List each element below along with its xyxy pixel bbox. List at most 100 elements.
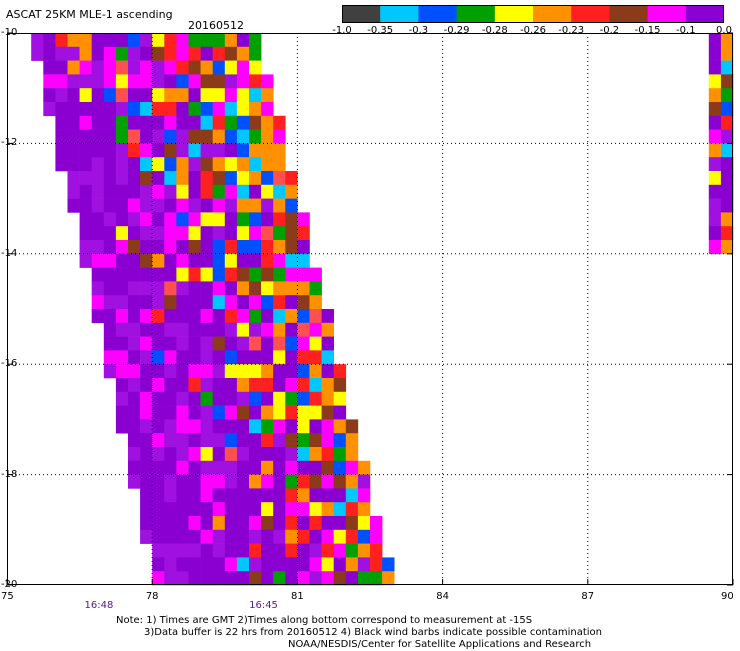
swath-cell [188,447,201,462]
swath-cell [188,33,201,48]
swath-cell [309,543,322,558]
swath-cell [285,322,298,337]
note-line-3: NOAA/NESDIS/Center for Satellite Applica… [288,639,592,650]
swath-cell [164,129,177,144]
swath-cell [188,281,201,296]
swath-cell [140,488,153,503]
swath-cell [261,364,274,379]
swath-cell [297,226,310,241]
swath-cell [152,488,165,503]
swath-cell [79,240,92,255]
swath-cell [345,419,359,434]
swath-cell [140,240,153,255]
swath-cell [164,447,177,462]
swath-cell [140,529,153,544]
colorbar-tick-label: 0.0 [716,25,732,36]
swath-cell [91,88,105,103]
swath-cell [103,129,117,144]
swath-cell [79,102,92,117]
swath-cell [370,529,383,544]
swath-cell [152,447,165,462]
swath-cell [261,226,274,241]
swath-cell [321,488,334,503]
swath-cell [297,267,310,282]
swath-cell [261,212,274,227]
swath-cell [115,88,129,103]
swath-cell [140,157,153,172]
swath-cell [103,74,117,89]
swath-cell [273,474,286,489]
swath-cell [103,102,117,117]
swath-cell [152,184,165,199]
swath-cell [212,46,226,61]
swath-cell [152,212,165,227]
swath-cell [164,322,177,337]
swath-cell [708,74,722,89]
swath-cell [176,184,189,199]
swath-cell [249,350,262,365]
swath-cell [333,391,347,406]
swath-cell [333,378,347,393]
swath-cell [200,129,213,144]
swath-cell [224,419,238,434]
swath-cell [212,240,226,255]
swath-cell [140,212,153,227]
swath-cell [236,33,250,48]
swath-cell [152,350,165,365]
swath-cell [164,240,177,255]
swath-cell [164,364,177,379]
swath-cell [176,212,189,227]
swath-cell [140,447,153,462]
swath-cell [249,171,262,186]
swath-cell [188,350,201,365]
swath-cell [128,240,141,255]
swath-cell [140,460,153,475]
swath-cell [91,240,105,255]
swath-time-label: 16:48 [84,600,114,611]
swath-cell [164,433,177,448]
swath-cell [152,281,165,296]
swath-cell [333,571,347,586]
swath-cell [708,46,722,61]
swath-cell [200,157,213,172]
swath-cell [345,474,359,489]
swath-cell [212,350,226,365]
swath-cell [285,184,298,199]
swath-cell [79,88,92,103]
swath-cell [188,336,201,351]
swath-cell [188,295,201,310]
swath-cell [200,516,213,531]
swath-cell [43,102,56,117]
swath-cell [152,433,165,448]
swath-cell [236,405,250,420]
swath-cell [128,74,141,89]
swath-cell [164,267,177,282]
swath-cell [261,88,274,103]
swath-cell [273,391,286,406]
swath-cell [261,474,274,489]
swath-cell [249,405,262,420]
swath-cell [115,295,129,310]
swath-cell [273,350,286,365]
swath-cell [357,516,371,531]
swath-cell [188,516,201,531]
swath-cell [128,212,141,227]
swath-cell [188,157,201,172]
swath-cell [176,226,189,241]
swath-cell [176,447,189,462]
swath-cell [224,46,238,61]
swath-cell [103,88,117,103]
swath-cell [321,391,334,406]
swath-cell [249,184,262,199]
swath-cell [103,267,117,282]
swath-cell [720,102,734,117]
swath-cell [309,309,322,324]
swath-cell [708,240,722,255]
swath-cell [236,502,250,517]
swath-cell [79,46,92,61]
swath-cell [212,529,226,544]
swath-cell [224,267,238,282]
swath-cell [261,378,274,393]
swath-cell [345,557,359,572]
swath-cell [212,143,226,158]
